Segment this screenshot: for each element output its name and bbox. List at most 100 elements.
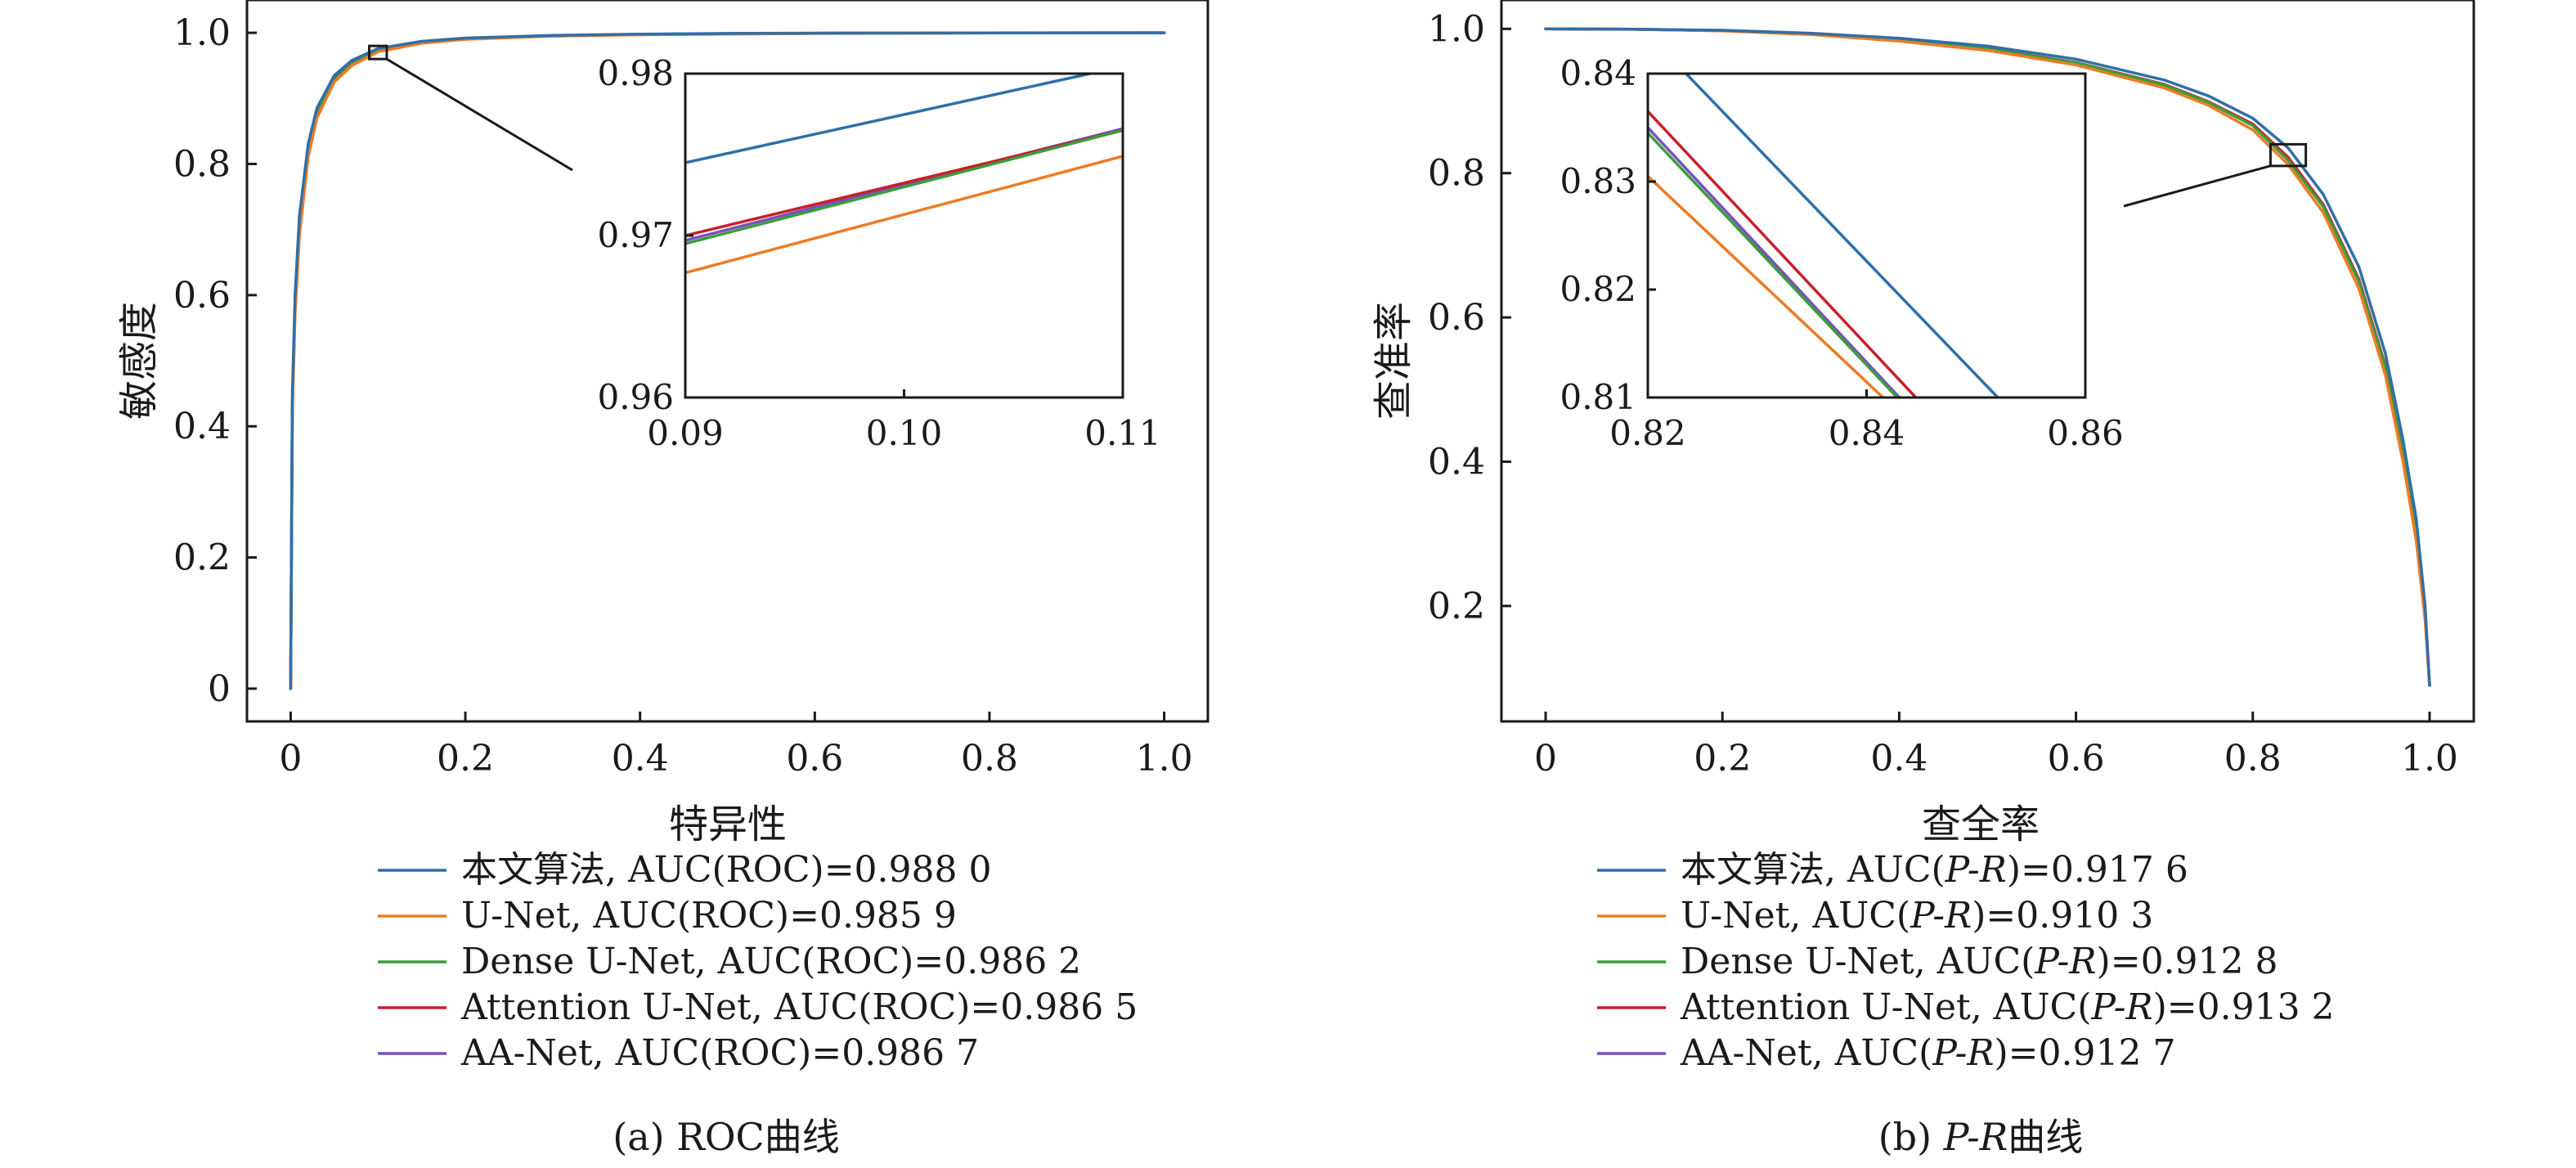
panel-a-legend-label-2: Dense U-Net, AUC(ROC)=0.986 2 <box>461 941 1081 982</box>
panel-a-legend-label-0: 本文算法, AUC(ROC)=0.988 0 <box>461 849 992 891</box>
panel-a-ytick-label: 0.4 <box>173 406 231 447</box>
panel-a-xtick-label: 0.6 <box>786 738 843 779</box>
panel-b-pr: 0 0.2 0.4 0.6 0.8 1.0 0.20.40.60.81.0 0.82 0.8… <box>1371 0 2475 1159</box>
panel-a-ylabel: 敏感度 <box>116 302 162 420</box>
panel-b-inset: 0.82 0.84 0.86 0.810.820.830.84 <box>1560 53 2123 453</box>
panel-b-zoom-box <box>2269 142 2308 168</box>
panel-a-caption: (a) ROC曲线 <box>613 1115 839 1159</box>
panel-a-plot-frame <box>245 0 1209 723</box>
legend-label-suffix: )=0.913 2 <box>2153 986 2335 1028</box>
panel-a-ytick-label: 0.6 <box>173 275 231 317</box>
panel-a-legend-label-1: U-Net, AUC(ROC)=0.985 9 <box>461 895 957 937</box>
panel-b-caption: (b) P-R曲线 <box>1878 1115 2084 1159</box>
panel-a-legend: 本文算法, AUC(ROC)=0.988 0U-Net, AUC(ROC)=0.… <box>378 849 1138 1074</box>
panel-a-legend-label-3: Attention U-Net, AUC(ROC)=0.986 5 <box>460 986 1138 1028</box>
panel-a-xtick-label: 0 <box>279 738 302 779</box>
panel-a-inset-ytick-label: 0.96 <box>597 377 674 417</box>
panel-b-inset-plot <box>1648 74 1999 398</box>
panel-b-legend-label-2: Dense U-Net, AUC(P-R)=0.912 8 <box>1681 941 2278 982</box>
panel-a-inset-plot <box>685 74 1123 275</box>
panel-b-curves <box>1544 27 2431 687</box>
panel-a-inset-series-0-line <box>685 74 1091 164</box>
panel-a-inset-yticks: 0.96 0.97 0.98 <box>597 53 693 417</box>
panel-b-legend-label-3: Attention U-Net, AUC(P-R)=0.913 2 <box>1680 986 2335 1028</box>
panel-a-inset-xtick-label: 0.09 <box>647 413 724 453</box>
panel-b-xlabel: 查全率 <box>1922 802 2040 847</box>
panel-b-xtick-label: 1.0 <box>2401 738 2458 779</box>
panel-a-ytick-label: 0 <box>208 668 231 710</box>
panel-b-inset-ytick-label: 0.83 <box>1560 161 1636 201</box>
panel-b-ytick-label: 0.2 <box>1428 586 1485 627</box>
panel-a-yticks: 0 0.2 0.4 0.6 0.8 1.0 <box>173 12 257 710</box>
legend-label-suffix: )=0.912 7 <box>1995 1032 2176 1074</box>
panel-b-inset-series-1-line <box>1648 175 1884 398</box>
panel-a-inset-ytick-label: 0.98 <box>597 53 674 93</box>
panel-b-inset-ytick-label: 0.81 <box>1560 377 1636 417</box>
panel-b-ylabel: 查准率 <box>1371 302 1416 420</box>
panel-b-inset-xtick-label: 0.82 <box>1609 413 1686 453</box>
panel-b-xtick-label: 0 <box>1534 738 1557 779</box>
panel-a-zoom-box <box>368 44 388 61</box>
panel-b-xtick-label: 0.4 <box>1870 738 1928 779</box>
legend-label-prefix: Attention U-Net, AUC( <box>1680 986 2091 1028</box>
legend-label-italic: P-R <box>1910 895 1972 937</box>
panel-b-inset-yticks: 0.81 0.82 0.83 0.84 <box>1560 53 1656 417</box>
panel-a-xticks: 0 0.2 0.4 0.6 0.8 1.0 <box>279 712 1193 779</box>
panel-b-series-0-line <box>1544 27 2431 687</box>
legend-label-italic: P-R <box>2090 986 2152 1028</box>
panel-b-xtick-label: 0.6 <box>2048 738 2105 779</box>
panel-a-inset-ytick-label: 0.97 <box>597 215 674 255</box>
legend-label-prefix: U-Net, AUC( <box>1681 895 1910 937</box>
panel-a-xlabel: 特异性 <box>669 802 787 847</box>
panel-a-inset-bg <box>685 74 1123 398</box>
panel-b-inset-series-0-line <box>1685 74 1999 398</box>
panel-b-inset-series-2-line <box>1648 132 1899 398</box>
panel-b-inset-ytick-label: 0.84 <box>1560 53 1636 93</box>
panel-b-legend-label-4: AA-Net, AUC(P-R)=0.912 7 <box>1680 1032 2176 1074</box>
panel-b-yticks: 0.2 0.4 0.6 0.8 1.0 <box>1428 8 1511 627</box>
legend-label-italic: P-R <box>1945 849 2007 891</box>
panel-a-xtick-label: 1.0 <box>1136 738 1193 779</box>
panel-a-inset-series-1-line <box>685 155 1123 275</box>
panel-a-xtick-label: 0.8 <box>961 738 1018 779</box>
panel-a-inset-xtick-label: 0.10 <box>866 413 943 453</box>
panel-b-plot-frame <box>1500 0 2475 723</box>
panel-b-ytick-label: 0.8 <box>1428 153 1485 195</box>
panel-b-inset-xtick-label: 0.84 <box>1829 413 1905 453</box>
panel-a-legend-label-4: AA-Net, AUC(ROC)=0.986 7 <box>460 1032 979 1074</box>
panel-a-xtick-label: 0.4 <box>612 738 669 779</box>
panel-a-ytick-label: 1.0 <box>173 12 231 54</box>
panel-b-xtick-label: 0.2 <box>1694 738 1751 779</box>
panel-a-inset-xticks: 0.09 0.10 0.11 <box>647 389 1161 453</box>
legend-label-prefix: 本文算法, AUC( <box>1681 849 1945 891</box>
panel-b-inset-xtick-label: 0.86 <box>2047 413 2124 453</box>
panel-a-ytick-label: 0.2 <box>173 537 231 579</box>
panel-b-ytick-label: 0.6 <box>1428 297 1485 339</box>
panel-a-ytick-label: 0.8 <box>173 143 231 185</box>
panel-a-inset-series-2-line <box>685 128 1123 245</box>
panel-a-inset: 0.09 0.10 0.11 0.96 0.97 0.98 <box>597 53 1160 453</box>
panel-b-ytick-label: 1.0 <box>1428 8 1485 50</box>
legend-label-suffix: )=0.912 8 <box>2097 941 2278 982</box>
panel-b-caption-suffix: 曲线 <box>2008 1115 2083 1159</box>
panel-b-inset-xticks: 0.82 0.84 0.86 <box>1609 389 2124 453</box>
panel-b-zoom-leader <box>2123 164 2271 208</box>
panel-a-xtick-label: 0.2 <box>437 738 494 779</box>
panel-a-roc: 0 0.2 0.4 0.6 0.8 1.0 00.20.40.60.81.0 0.09 0.… <box>116 0 1209 1159</box>
legend-label-italic: P-R <box>1932 1032 1994 1074</box>
panel-b-inset-bg <box>1648 74 2085 398</box>
panel-b-caption-prefix: (b) <box>1878 1115 1944 1159</box>
panel-b-legend-label-1: U-Net, AUC(P-R)=0.910 3 <box>1681 895 2153 937</box>
panel-a-series-0-line <box>289 31 1166 690</box>
panel-a-inset-curves <box>685 74 1123 275</box>
panel-b-legend-label-0: 本文算法, AUC(P-R)=0.917 6 <box>1681 849 2188 891</box>
panel-b-xticks: 0 0.2 0.4 0.6 0.8 1.0 <box>1534 712 2458 779</box>
panel-b-legend: 本文算法, AUC(P-R)=0.917 6U-Net, AUC(P-R)=0.… <box>1597 849 2335 1074</box>
panel-a-curves <box>289 31 1166 690</box>
panel-b-caption-italic: P-R <box>1943 1115 2008 1159</box>
panel-a-zoom-leader <box>386 57 573 172</box>
legend-label-prefix: Dense U-Net, AUC( <box>1681 941 2035 982</box>
panel-b-inset-series-4-line <box>1648 126 1901 398</box>
panel-b-inset-ytick-label: 0.82 <box>1560 269 1636 309</box>
